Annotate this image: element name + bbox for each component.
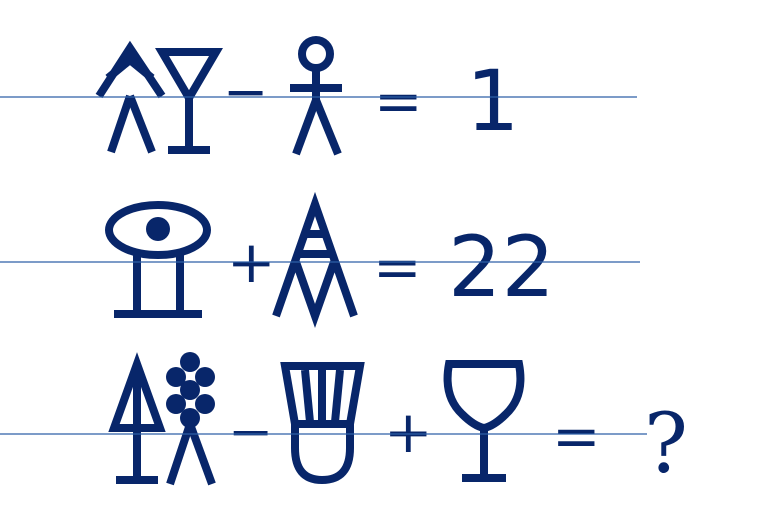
eye-pedestal-glyph [105, 201, 211, 318]
plus-operator: + [384, 398, 433, 466]
result-2: 22 [448, 218, 555, 316]
minus-operator: − [228, 400, 273, 463]
minus-operator: − [223, 60, 268, 123]
equals-operator: = [374, 67, 423, 135]
equals-operator: = [373, 233, 422, 301]
grapes-person-glyph [166, 352, 216, 486]
wine-glass-glyph [443, 360, 525, 482]
question-mark: ? [644, 397, 688, 492]
shuttlecock-glyph [280, 362, 365, 485]
result-1: 1 [466, 52, 519, 150]
equation-row-1: − = 1 [95, 36, 519, 156]
equation-row-3: − + = ? [108, 352, 688, 492]
person-glyph [290, 36, 342, 156]
equals-operator: = [552, 402, 601, 470]
ladder-triangle-glyph [272, 191, 358, 329]
cocktail-glass-glyph [155, 48, 223, 154]
equation-row-2: + = 22 [105, 191, 555, 329]
tree-person-glyph [95, 40, 166, 154]
tree-glyph [108, 352, 166, 484]
